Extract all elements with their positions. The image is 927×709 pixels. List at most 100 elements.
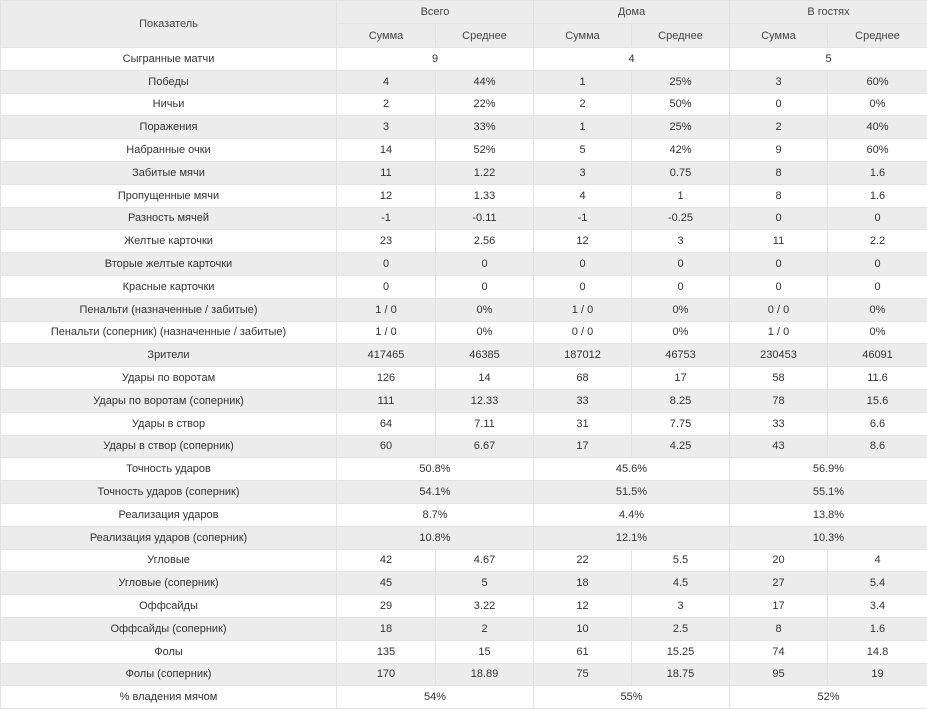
sum-cell: 0 [534,275,632,298]
average-cell: 0% [828,298,927,321]
sum-cell: 31 [534,412,632,435]
average-cell: 5 [436,572,534,595]
sum-cell: 1 / 0 [337,321,436,344]
sum-cell: 20 [730,549,828,572]
merged-value-cell: 9 [337,48,534,71]
sum-cell: 8 [730,161,828,184]
average-cell: -0.11 [436,207,534,230]
average-cell: 5.5 [632,549,730,572]
average-cell: 40% [828,116,927,139]
row-label: Красные карточки [1,275,337,298]
sum-cell: 3 [534,161,632,184]
sum-cell: 1 [534,70,632,93]
sum-cell: 111 [337,389,436,412]
average-cell: 2.5 [632,617,730,640]
average-cell: 46753 [632,344,730,367]
sum-cell: -1 [534,207,632,230]
sum-cell: 2 [730,116,828,139]
average-cell: 60% [828,70,927,93]
group-header-home: Дома [534,1,730,24]
sum-cell: 3 [337,116,436,139]
sum-cell: 8 [730,617,828,640]
row-label: Желтые карточки [1,230,337,253]
sum-cell: 0 / 0 [730,298,828,321]
row-label: Поражения [1,116,337,139]
row-label: Вторые желтые карточки [1,253,337,276]
average-cell: 4.25 [632,435,730,458]
average-cell: 0% [632,321,730,344]
average-cell: 4.5 [632,572,730,595]
sum-cell: -1 [337,207,436,230]
sum-cell: 33 [534,389,632,412]
average-cell: 0 [828,207,927,230]
sum-cell: 12 [534,230,632,253]
average-cell: 15.6 [828,389,927,412]
sum-cell: 0 / 0 [534,321,632,344]
average-cell: 1.22 [436,161,534,184]
sum-cell: 0 [730,275,828,298]
merged-value-cell: 56.9% [730,458,927,481]
merged-value-cell: 8.7% [337,503,534,526]
average-cell: 33% [436,116,534,139]
row-label: Удары в створ [1,412,337,435]
average-cell: 0 [632,275,730,298]
average-cell: 18.75 [632,663,730,686]
row-label: Оффсайды (соперник) [1,617,337,640]
sum-cell: 12 [534,595,632,618]
sum-cell: 17 [730,595,828,618]
merged-value-cell: 13.8% [730,503,927,526]
row-label: Угловые (соперник) [1,572,337,595]
sum-cell: 11 [337,161,436,184]
row-label: Сыгранные матчи [1,48,337,71]
average-cell: 22% [436,93,534,116]
sum-cell: 68 [534,367,632,390]
row-label: Набранные очки [1,139,337,162]
average-cell: 8.25 [632,389,730,412]
sum-cell: 4 [337,70,436,93]
sum-cell: 12 [337,184,436,207]
merged-value-cell: 55.1% [730,481,927,504]
sum-cell: 10 [534,617,632,640]
sum-cell: 0 [730,253,828,276]
row-label: Точность ударов (соперник) [1,481,337,504]
average-cell: 46091 [828,344,927,367]
sum-cell: 1 / 0 [534,298,632,321]
average-cell: 42% [632,139,730,162]
average-cell: 52% [436,139,534,162]
average-cell: 1.6 [828,184,927,207]
sum-cell: 27 [730,572,828,595]
average-cell: 2.2 [828,230,927,253]
sum-cell: 29 [337,595,436,618]
merged-value-cell: 54% [337,686,534,709]
sum-cell: 43 [730,435,828,458]
average-cell: 1.6 [828,617,927,640]
merged-value-cell: 5 [730,48,927,71]
row-label: Победы [1,70,337,93]
average-cell: 0% [828,321,927,344]
merged-value-cell: 45.6% [534,458,730,481]
sum-cell: 1 / 0 [730,321,828,344]
average-cell: 4 [828,549,927,572]
row-label: Удары по воротам [1,367,337,390]
average-cell: 14 [436,367,534,390]
merged-value-cell: 54.1% [337,481,534,504]
merged-value-cell: 12.1% [534,526,730,549]
row-label: Оффсайды [1,595,337,618]
average-cell: 50% [632,93,730,116]
table-row: Реализация ударов (соперник)10.8%12.1%10… [1,526,927,549]
indicator-header: Показатель [1,1,337,48]
sum-cell: 22 [534,549,632,572]
